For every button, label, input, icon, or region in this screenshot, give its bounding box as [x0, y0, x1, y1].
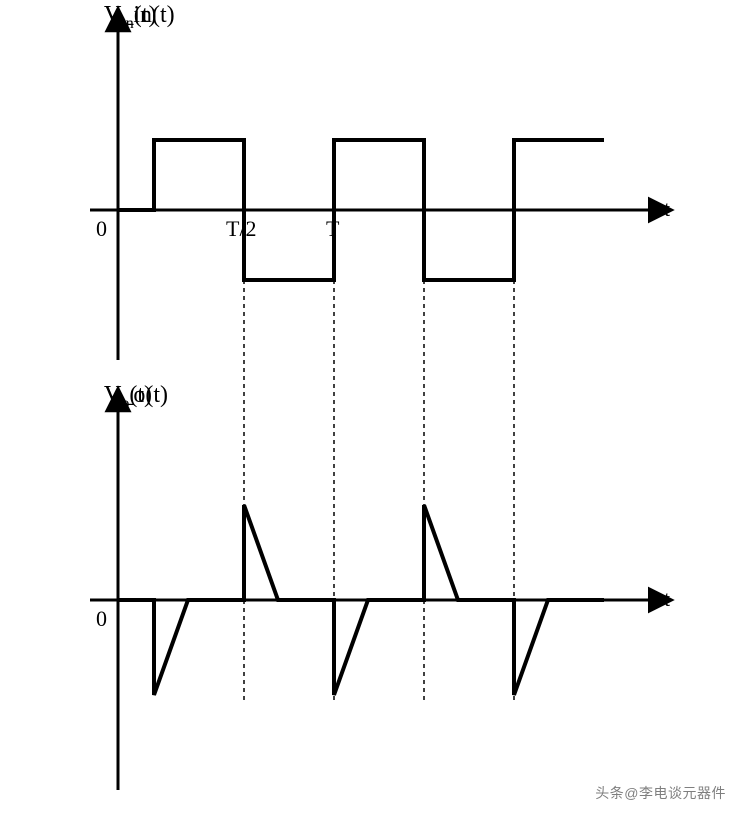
waveform-diagram: V_in(t) Vin(t) 0 T/2 T t V_o(t) Vo(t) 0 … [0, 0, 746, 817]
top-origin-label: 0 [96, 216, 107, 241]
watermark: 头条@李电谈元器件 [595, 783, 726, 803]
guide-lines [244, 280, 514, 700]
top-plot: V_in(t) Vin(t) 0 T/2 T t [90, 2, 670, 360]
top-tick-full-label: T [326, 216, 340, 241]
bottom-origin-label: 0 [96, 606, 107, 631]
bottom-x-axis-label: t [664, 586, 670, 611]
top-tick-half-label: T/2 [226, 216, 257, 241]
top-x-axis-label: t [664, 196, 670, 221]
bottom-plot: V_o(t) Vo(t) 0 t [90, 382, 670, 790]
